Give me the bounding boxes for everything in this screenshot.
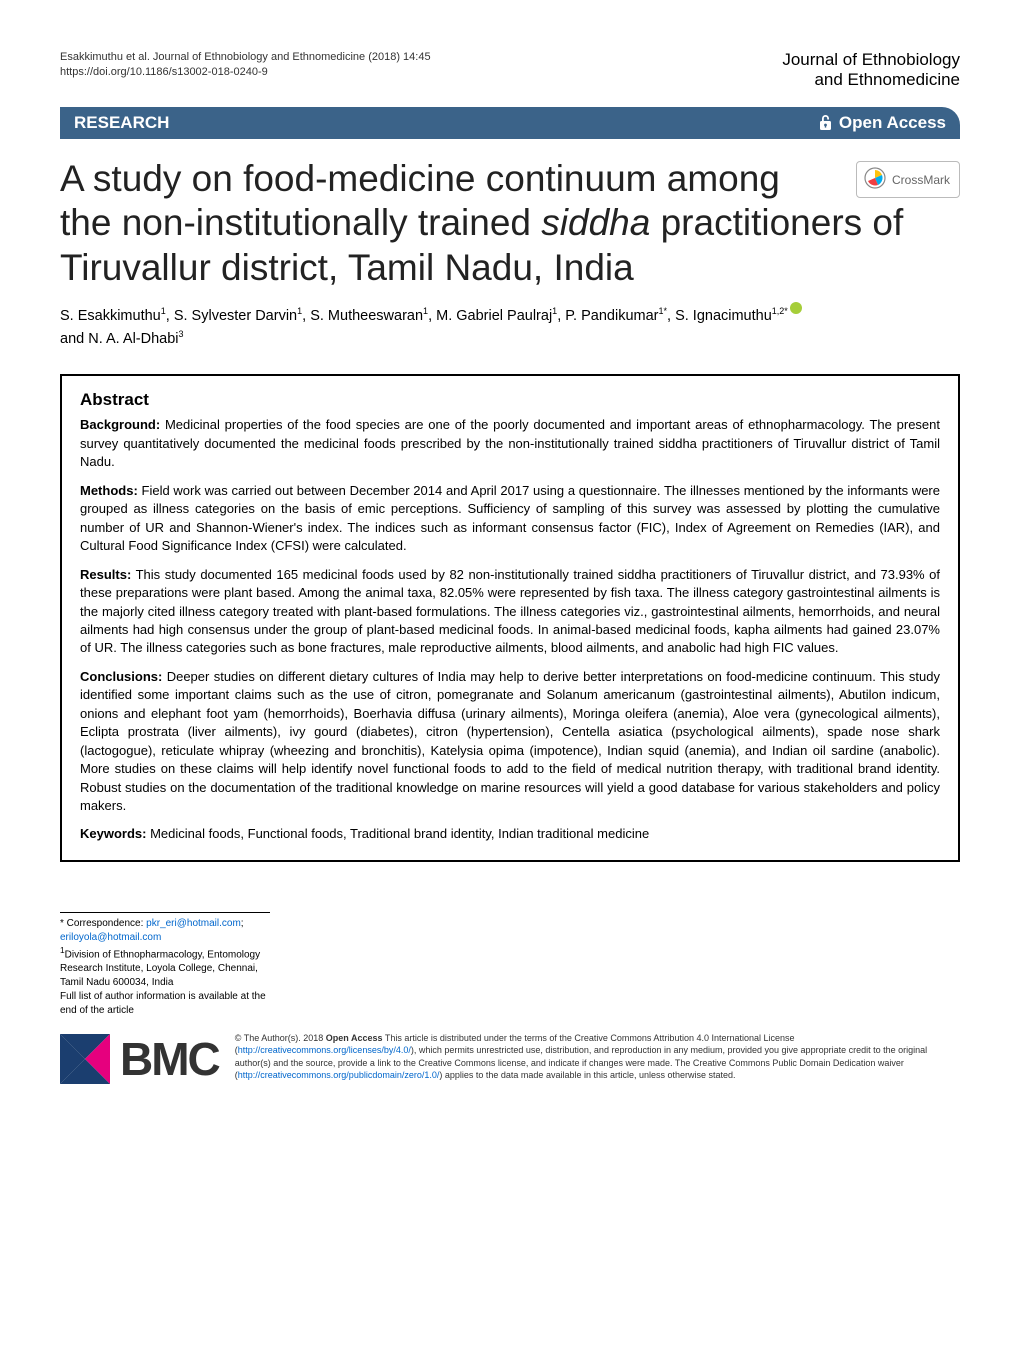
lic-t4: ) applies to the data made available in … bbox=[439, 1070, 735, 1080]
corr-fulllist: Full list of author information is avail… bbox=[60, 991, 266, 1016]
affil-sup: 1 bbox=[423, 306, 428, 316]
corr-email2[interactable]: eriloyola@hotmail.com bbox=[60, 932, 161, 943]
correspondence: * Correspondence: pkr_eri@hotmail.com; e… bbox=[60, 912, 270, 1018]
running-header: Esakkimuthu et al. Journal of Ethnobiolo… bbox=[60, 50, 960, 89]
lock-icon bbox=[818, 114, 833, 132]
author: S. Ignacimuthu bbox=[675, 308, 772, 324]
author-list: S. Esakkimuthu1, S. Sylvester Darvin1, S… bbox=[60, 302, 960, 350]
corr-label: * Correspondence: bbox=[60, 918, 146, 929]
lic-t1: © The Author(s). 2018 bbox=[235, 1033, 326, 1043]
bg-label: Background: bbox=[80, 417, 160, 432]
journal-line2: and Ethnomedicine bbox=[782, 70, 960, 90]
open-access-label: Open Access bbox=[818, 113, 946, 133]
lic-link2[interactable]: http://creativecommons.org/publicdomain/… bbox=[238, 1070, 440, 1080]
kw-label: Keywords: bbox=[80, 826, 146, 841]
abstract-keywords: Keywords: Medicinal foods, Functional fo… bbox=[80, 825, 940, 843]
abstract-background: Background: Medicinal properties of the … bbox=[80, 416, 940, 471]
affil-sup: 1,2* bbox=[772, 306, 788, 316]
me-text: Field work was carried out between Decem… bbox=[80, 483, 940, 553]
bmc-icon bbox=[60, 1034, 110, 1084]
abstract-conclusions: Conclusions: Deeper studies on different… bbox=[80, 668, 940, 816]
bmc-text: BMC bbox=[120, 1032, 219, 1086]
citation-block: Esakkimuthu et al. Journal of Ethnobiolo… bbox=[60, 50, 431, 81]
bmc-logo: BMC bbox=[60, 1032, 219, 1086]
corr-email1[interactable]: pkr_eri@hotmail.com bbox=[146, 918, 241, 929]
affil-sup: 3 bbox=[179, 329, 184, 339]
co-label: Conclusions: bbox=[80, 669, 162, 684]
affil-sup: 1* bbox=[658, 306, 667, 316]
license-text: © The Author(s). 2018 Open Access This a… bbox=[235, 1032, 960, 1081]
doi-text: https://doi.org/10.1186/s13002-018-0240-… bbox=[60, 65, 431, 80]
orcid-icon[interactable] bbox=[790, 302, 802, 314]
re-text: This study documented 165 medicinal food… bbox=[80, 567, 940, 656]
abstract-heading: Abstract bbox=[80, 390, 940, 410]
corr-sep: ; bbox=[241, 918, 244, 929]
bg-text: Medicinal properties of the food species… bbox=[80, 417, 940, 469]
crossmark-badge[interactable]: CrossMark bbox=[856, 161, 960, 198]
open-access-text: Open Access bbox=[839, 113, 946, 133]
abstract-box: Abstract Background: Medicinal propertie… bbox=[60, 374, 960, 862]
title-part-italic: siddha bbox=[541, 202, 650, 243]
abstract-methods: Methods: Field work was carried out betw… bbox=[80, 482, 940, 556]
affil-sup: 1 bbox=[161, 306, 166, 316]
footer: * Correspondence: pkr_eri@hotmail.com; e… bbox=[60, 912, 960, 1086]
abstract-results: Results: This study documented 165 medic… bbox=[80, 566, 940, 658]
section-label: RESEARCH bbox=[74, 113, 169, 133]
author: S. Esakkimuthu bbox=[60, 308, 161, 324]
journal-line1: Journal of Ethnobiology bbox=[782, 50, 960, 70]
author: M. Gabriel Paulraj bbox=[436, 308, 552, 324]
publisher-row: BMC © The Author(s). 2018 Open Access Th… bbox=[60, 1032, 960, 1086]
lic-oa: Open Access bbox=[326, 1033, 383, 1043]
affil-sup: 1 bbox=[552, 306, 557, 316]
lic-link1[interactable]: http://creativecommons.org/licenses/by/4… bbox=[238, 1045, 411, 1055]
co-text: Deeper studies on different dietary cult… bbox=[80, 669, 940, 813]
author: P. Pandikumar bbox=[565, 308, 658, 324]
author: S. Mutheeswaran bbox=[310, 308, 423, 324]
author-and: and bbox=[60, 331, 88, 347]
author: S. Sylvester Darvin bbox=[174, 308, 297, 324]
kw-text: Medicinal foods, Functional foods, Tradi… bbox=[146, 826, 649, 841]
article-title: A study on food-medicine continuum among… bbox=[60, 157, 960, 290]
me-label: Methods: bbox=[80, 483, 138, 498]
affil-sup: 1 bbox=[297, 306, 302, 316]
section-bar: RESEARCH Open Access bbox=[60, 107, 960, 139]
corr-affil: Division of Ethnopharmacology, Entomolog… bbox=[60, 949, 260, 988]
re-label: Results: bbox=[80, 567, 131, 582]
crossmark-text: CrossMark bbox=[892, 173, 950, 187]
citation-text: Esakkimuthu et al. Journal of Ethnobiolo… bbox=[60, 50, 431, 65]
journal-name: Journal of Ethnobiology and Ethnomedicin… bbox=[782, 50, 960, 89]
crossmark-icon bbox=[864, 167, 886, 192]
author: N. A. Al-Dhabi bbox=[88, 331, 178, 347]
